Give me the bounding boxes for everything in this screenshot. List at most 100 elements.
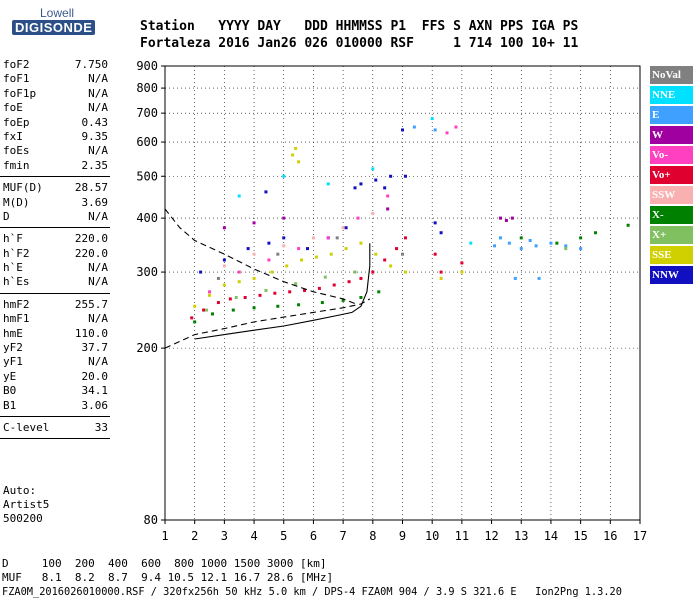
echo-point	[460, 270, 464, 274]
auto-code: 500200	[3, 512, 43, 525]
echo-point	[282, 216, 286, 220]
param-label: B0	[3, 384, 17, 398]
echo-point	[439, 231, 443, 235]
x-tick-label: 15	[573, 529, 587, 543]
param-label: MUF(D)	[3, 181, 43, 195]
echo-point	[335, 236, 339, 240]
legend-item: Vo+	[650, 166, 693, 184]
x-tick-label: 14	[544, 529, 558, 543]
param-value: N/A	[88, 144, 108, 158]
legend-item: X+	[650, 226, 693, 244]
param-value: 7.750	[74, 58, 108, 71]
param-label: B1	[3, 398, 17, 412]
echo-point	[537, 276, 541, 280]
echo-point	[371, 167, 375, 171]
param-row: h`F 220.0	[0, 232, 110, 246]
y-tick-label: 80	[144, 513, 158, 527]
echo-point	[344, 226, 348, 230]
param-row: yE 20.0	[0, 370, 110, 384]
echo-point	[231, 308, 235, 312]
echo-point	[234, 295, 238, 299]
legend-item: E	[650, 106, 693, 124]
echo-point	[297, 303, 301, 307]
echo-point	[504, 218, 508, 222]
trace-curve-solid	[194, 243, 371, 340]
param-value: 3.06	[81, 398, 109, 412]
param-row: fmin 2.35	[0, 159, 110, 173]
echo-point	[498, 216, 502, 220]
param-label: foE	[3, 101, 23, 115]
param-value: 220.0	[74, 232, 108, 246]
echo-point	[288, 290, 292, 294]
param-label: D	[3, 209, 10, 223]
legend-item: SSE	[650, 246, 693, 264]
echo-point	[282, 244, 286, 248]
x-tick-label: 12	[484, 529, 498, 543]
param-row: foF1 N/A	[0, 72, 110, 86]
echo-point	[291, 153, 295, 157]
footer-muf-row: MUF 8.1 8.2 8.7 9.4 10.5 12.1 16.7 28.6 …	[2, 571, 334, 584]
echo-point	[498, 236, 502, 240]
echo-point	[386, 207, 390, 211]
echo-point	[246, 247, 250, 251]
param-separator	[0, 292, 110, 298]
param-row: foEs N/A	[0, 144, 110, 158]
param-separator	[0, 227, 110, 232]
echo-point	[273, 291, 277, 295]
echo-point	[320, 301, 324, 305]
x-tick-label: 7	[340, 529, 347, 543]
echo-point	[243, 295, 247, 299]
echo-point	[439, 270, 443, 274]
y-tick-label: 800	[136, 81, 158, 95]
param-separator	[0, 438, 110, 443]
echo-point	[294, 146, 298, 150]
param-row: h`F2 220.0	[0, 247, 110, 261]
echo-point	[222, 226, 226, 230]
param-label: hmF2	[3, 297, 30, 311]
param-row: h`E N/A	[0, 261, 110, 275]
echo-point	[433, 252, 437, 256]
param-row: hmE 110.0	[0, 327, 110, 341]
echo-point	[208, 290, 212, 294]
echo-point	[460, 261, 464, 265]
echo-point	[202, 308, 206, 312]
param-value: N/A	[88, 72, 108, 86]
param-value: N/A	[88, 86, 108, 100]
echo-point	[193, 320, 197, 324]
echo-point	[445, 131, 449, 135]
param-value: 34.1	[81, 384, 109, 398]
x-tick-label: 8	[369, 529, 376, 543]
echo-point	[228, 297, 232, 301]
echo-point	[276, 252, 280, 256]
echo-point	[493, 244, 497, 248]
echo-point	[403, 270, 407, 274]
auto-scaling-info: Auto: Artist5 500200	[3, 484, 49, 526]
echo-point	[205, 308, 209, 312]
y-tick-label: 600	[136, 135, 158, 149]
param-label: C-level	[3, 420, 50, 434]
param-separator	[0, 415, 110, 421]
y-tick-label: 400	[136, 211, 158, 225]
echo-point	[216, 301, 220, 305]
x-tick-label: 16	[603, 529, 617, 543]
echo-point	[211, 312, 214, 316]
legend-item: NNW	[650, 266, 693, 284]
echo-point	[371, 211, 375, 215]
param-value: 110.0	[74, 326, 108, 340]
echo-point	[282, 174, 286, 178]
echo-point	[356, 216, 360, 220]
param-label: foEs	[3, 144, 30, 158]
echo-point	[306, 247, 309, 251]
x-tick-label: 6	[310, 529, 317, 543]
param-row: foF1p N/A	[0, 87, 110, 101]
header-row-2: Fortaleza 2016 Jan26 026 010000 RSF 1 71…	[140, 36, 579, 51]
model-curve-dashed	[164, 298, 371, 349]
echo-point	[353, 186, 357, 190]
x-tick-label: 9	[399, 529, 406, 543]
echo-point	[208, 293, 212, 297]
param-label: h`F2	[3, 246, 30, 260]
x-tick-label: 3	[221, 529, 228, 543]
parameter-panel: foF2 7.750 foF1 N/A foF1p N/A foE N/A foEp 0.43 fx…	[0, 58, 110, 443]
legend-item: X-	[650, 206, 693, 224]
y-tick-label: 700	[136, 106, 158, 120]
